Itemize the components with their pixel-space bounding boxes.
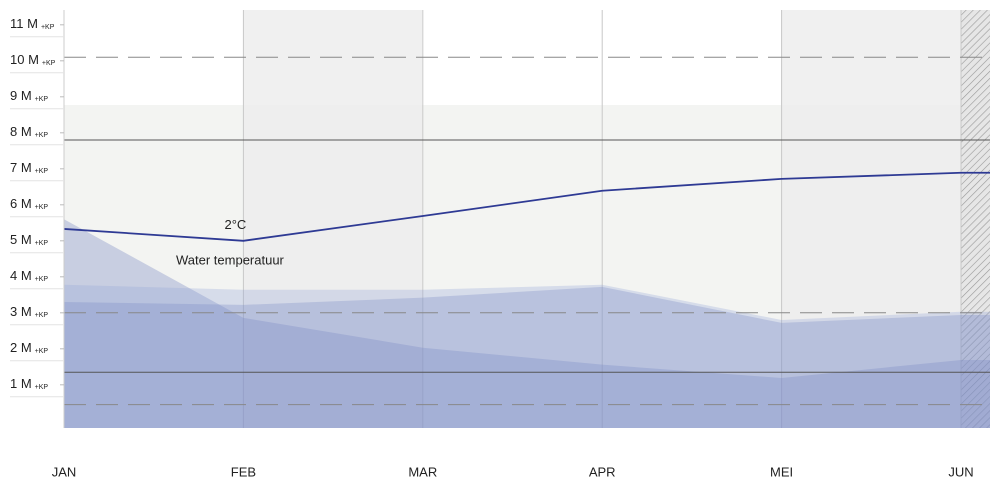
y-tick-label: 9 M +KP (10, 88, 48, 103)
line (63, 171, 990, 242)
x-tick-label: APR (589, 464, 616, 479)
x-tick-label: JAN (52, 464, 77, 479)
y-tick-value: 5 M (10, 232, 32, 247)
y-tick-label: 4 M +KP (10, 268, 48, 283)
area (64, 284, 990, 428)
x-tick-label: JUN (948, 464, 973, 479)
y-tick-value: 7 M (10, 160, 32, 175)
y-tick-suffix: +KP (35, 348, 49, 355)
y-tick-suffix: +KP (35, 384, 49, 391)
shaded-band (243, 10, 422, 428)
y-tick-label: 5 M +KP (10, 232, 48, 247)
y-tick-value: 4 M (10, 268, 32, 283)
y-tick-label: 7 M +KP (10, 160, 48, 175)
y-tick-suffix: +KP (35, 168, 49, 175)
y-tick-value: 6 M (10, 196, 32, 211)
y-tick-suffix: +KP (35, 276, 49, 283)
y-tick-value: 1 M (10, 376, 32, 391)
series-label: Water temperatuur (176, 252, 285, 267)
area (64, 286, 990, 428)
y-tick-value: 2 M (10, 340, 32, 355)
y-tick-label: 11 M +KP (10, 16, 55, 31)
y-tick-value: 9 M (10, 88, 32, 103)
y-tick-suffix: +KP (35, 312, 49, 319)
y-tick-label: 6 M +KP (10, 196, 48, 211)
x-tick-label: MEI (770, 464, 793, 479)
y-tick-label: 1 M +KP (10, 376, 48, 391)
x-tick-label: FEB (231, 464, 256, 479)
shaded-band (781, 10, 961, 428)
y-tick-suffix: +KP (42, 60, 56, 67)
y-tick-label: 10 M +KP (10, 52, 56, 67)
y-tick-suffix: +KP (35, 240, 49, 247)
y-tick-label: 2 M +KP (10, 340, 48, 355)
y-tick-suffix: +KP (35, 96, 49, 103)
y-tick-suffix: +KP (41, 24, 55, 31)
hatched-band (961, 10, 990, 428)
y-tick-value: 3 M (10, 304, 32, 319)
y-tick-value: 11 M (10, 16, 38, 31)
y-tick-suffix: +KP (35, 204, 49, 211)
y-tick-value: 10 M (10, 52, 39, 67)
annotation: 2°C (224, 217, 246, 232)
area (64, 219, 990, 428)
y-tick-suffix: +KP (35, 132, 49, 139)
y-tick-value: 8 M (10, 124, 32, 139)
y-tick-label: 3 M +KP (10, 304, 48, 319)
y-tick-label: 8 M +KP (10, 124, 48, 139)
x-tick-label: MAR (408, 464, 437, 479)
